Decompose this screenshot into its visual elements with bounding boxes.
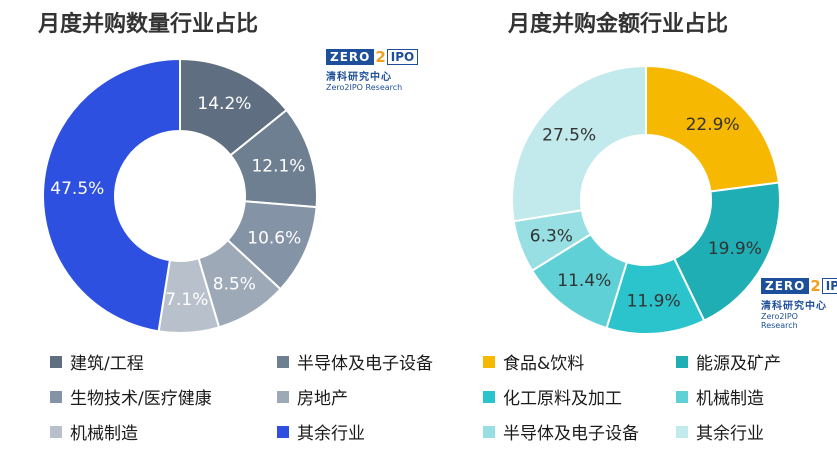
legend-label: 生物技术/医疗健康: [70, 389, 212, 409]
slice-data-label: 14.2%: [197, 94, 251, 114]
legend-swatch: [50, 355, 62, 368]
legend-swatch: [676, 390, 688, 403]
legend-label: 房地产: [297, 389, 348, 409]
logo-mark-mid: 2: [810, 277, 821, 295]
legend-item: 半导体及电子设备: [277, 349, 433, 374]
legend-item: 化工原料及加工: [483, 384, 622, 409]
legend-label: 能源及矿产: [696, 354, 781, 374]
legend-swatch: [483, 355, 495, 368]
legend-label: 其余行业: [696, 424, 764, 444]
slice-data-label: 11.4%: [557, 271, 611, 291]
legend-label: 半导体及电子设备: [297, 354, 433, 374]
slice-data-label: 10.6%: [247, 228, 301, 248]
legend-label: 食品&饮料: [503, 354, 585, 374]
legend-item: 半导体及电子设备: [483, 419, 639, 444]
slice-data-label: 12.1%: [251, 157, 305, 177]
slice-data-label: 22.9%: [686, 115, 740, 135]
legend-label: 机械制造: [696, 389, 764, 409]
slice-data-label: 47.5%: [50, 179, 104, 199]
chart-title-amount: 月度并购金额行业占比: [508, 12, 729, 37]
legend-item: 能源及矿产: [676, 349, 781, 374]
chart-title-count: 月度并购数量行业占比: [38, 12, 259, 37]
legend-swatch: [483, 390, 495, 403]
donut-slice: [511, 64, 647, 223]
legend-label: 机械制造: [70, 424, 138, 444]
donut-slice: [42, 57, 181, 333]
legend-label: 半导体及电子设备: [503, 424, 639, 444]
legend-item: 其余行业: [676, 419, 764, 444]
zero2ipo-logo-left: ZERO 2 IPO 清科研究中心 Zero2IPO Research: [326, 48, 419, 92]
legend-label: 化工原料及加工: [503, 389, 622, 409]
legend-swatch: [676, 425, 688, 438]
legend-label: 其余行业: [297, 424, 365, 444]
logo-mark-mid: 2: [375, 48, 386, 66]
legend-swatch: [277, 390, 289, 403]
legend-swatch: [676, 355, 688, 368]
legend-label: 建筑/工程: [70, 354, 144, 374]
logo-cn-text: 清科研究中心: [761, 301, 827, 312]
logo-mark-left: ZERO: [761, 278, 810, 294]
legend-swatch: [483, 425, 495, 438]
donut-slice: [672, 181, 781, 323]
legend-swatch: [277, 355, 289, 368]
logo-cn-text: 清科研究中心: [326, 72, 392, 83]
legend-swatch: [277, 425, 289, 438]
legend-swatch: [50, 425, 62, 438]
slice-data-label: 11.9%: [627, 292, 681, 312]
legend-swatch: [50, 390, 62, 403]
legend-item: 机械制造: [676, 384, 764, 409]
legend-item: 建筑/工程: [50, 349, 144, 374]
donut-slice: [645, 64, 780, 193]
slice-data-label: 8.5%: [213, 274, 256, 294]
logo-mark-right: IPO: [386, 49, 419, 65]
legend-item: 其余行业: [277, 419, 365, 444]
legend-item: 机械制造: [50, 419, 138, 444]
legend-item: 食品&饮料: [483, 349, 584, 374]
slice-data-label: 19.9%: [708, 239, 762, 259]
slice-data-label: 7.1%: [165, 290, 208, 310]
logo-en-text: Zero2IPO Research: [326, 83, 403, 92]
slice-data-label: 27.5%: [542, 125, 596, 145]
logo-en-text: Zero2IPO Research: [761, 312, 798, 330]
slice-data-label: 6.3%: [530, 226, 573, 246]
logo-mark-left: ZERO: [326, 49, 375, 65]
legend-item: 房地产: [277, 384, 348, 409]
logo-mark-right: IPO: [821, 278, 837, 294]
legend-item: 生物技术/医疗健康: [50, 384, 212, 409]
